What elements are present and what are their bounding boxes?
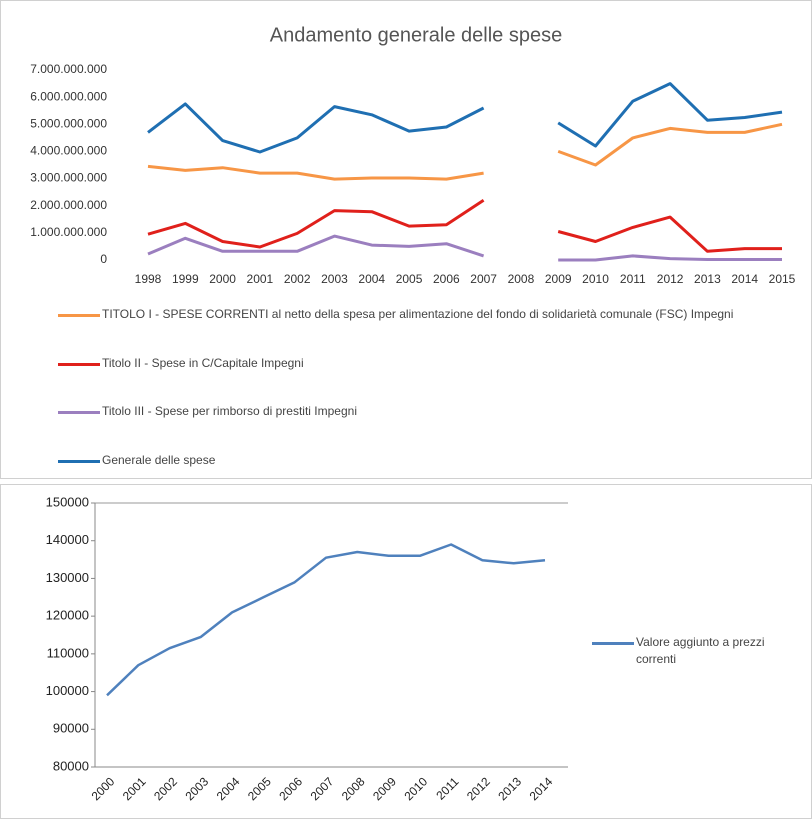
chart-title: Andamento generale delle spese [270,24,562,46]
x-tick-label: 2001 [120,774,149,803]
legend-item: Generale delle spese [58,452,798,469]
x-tick-label: 2011 [620,272,646,286]
legend-label: TITOLO I - SPESE CORRENTI al netto della… [102,307,734,321]
y-tick-label: 0 [100,252,107,266]
legend-swatch [58,314,100,317]
legend-swatch [58,460,100,463]
x-tick-label: 2010 [401,774,430,803]
x-tick-label: 2007 [470,272,497,286]
x-tick-label: 2014 [731,272,758,286]
x-tick-label: 2011 [433,774,461,802]
legend-label: Titolo III - Spese per rimborso di prest… [102,404,357,418]
x-tick-label: 2009 [370,774,399,803]
y-tick-label: 140000 [46,532,89,547]
y-tick-label: 130000 [46,570,89,585]
legend-label: Generale delle spese [102,453,216,467]
series-line [147,199,782,253]
x-tick-label: 2010 [582,272,609,286]
x-tick-label: 2009 [545,272,572,286]
x-tick-label: 2013 [694,272,721,286]
x-tick-label: 2000 [209,272,236,286]
legend-swatch [592,642,634,645]
y-tick-label: 150000 [46,494,89,509]
series-line [147,82,783,154]
x-tick-label: 2014 [527,774,556,803]
y-tick-label: 100000 [46,683,89,698]
y-tick-label: 2.000.000.000 [30,198,107,212]
legend-label: Titolo II - Spese in C/Capitale Impegni [102,356,304,370]
x-tick-label: 2003 [321,272,348,286]
y-tick-label: 120000 [46,608,89,623]
y-tick-label: 80000 [53,758,89,773]
series-line [147,122,783,181]
x-tick-label: 2006 [433,272,460,286]
y-tick-label: 110000 [47,645,89,660]
x-tick-label: 2004 [358,272,385,286]
x-tick-label: 2012 [464,774,493,803]
x-tick-label: 2004 [214,774,243,803]
legend-item: Titolo III - Spese per rimborso di prest… [58,403,798,420]
legend-swatch [58,411,100,414]
series-line [106,543,546,697]
x-tick-label: 2013 [495,774,524,803]
x-tick-label: 2003 [182,774,211,803]
y-tick-label: 3.000.000.000 [30,171,107,185]
y-tick-label: 6.000.000.000 [30,89,107,103]
y-tick-label: 5.000.000.000 [30,116,107,130]
x-tick-label: 2008 [508,272,535,286]
legend-item: Valore aggiunto a prezzi correnti [592,634,802,668]
x-tick-label: 1999 [172,272,199,286]
y-tick-label: 1.000.000.000 [30,225,107,239]
y-tick-label: 7.000.000.000 [30,62,107,76]
legend-label: Valore aggiunto a prezzi correnti [636,635,765,666]
y-tick-label: 4.000.000.000 [30,144,107,158]
x-tick-label: 2000 [89,774,118,803]
series-line [147,234,782,262]
x-tick-label: 1998 [135,272,162,286]
y-tick-label: 90000 [53,721,89,736]
x-tick-label: 2015 [769,272,796,286]
x-tick-label: 2006 [276,774,305,803]
x-tick-label: 2007 [308,774,337,803]
legend-item: TITOLO I - SPESE CORRENTI al netto della… [58,306,798,323]
x-tick-label: 2002 [151,774,180,803]
x-tick-label: 2005 [245,774,274,803]
x-tick-label: 2001 [247,272,274,286]
x-tick-label: 2005 [396,272,423,286]
x-tick-label: 2002 [284,272,311,286]
legend-swatch [58,363,100,366]
x-tick-label: 2012 [657,272,684,286]
legend-item: Titolo II - Spese in C/Capitale Impegni [58,355,798,372]
x-tick-label: 2008 [339,774,368,803]
